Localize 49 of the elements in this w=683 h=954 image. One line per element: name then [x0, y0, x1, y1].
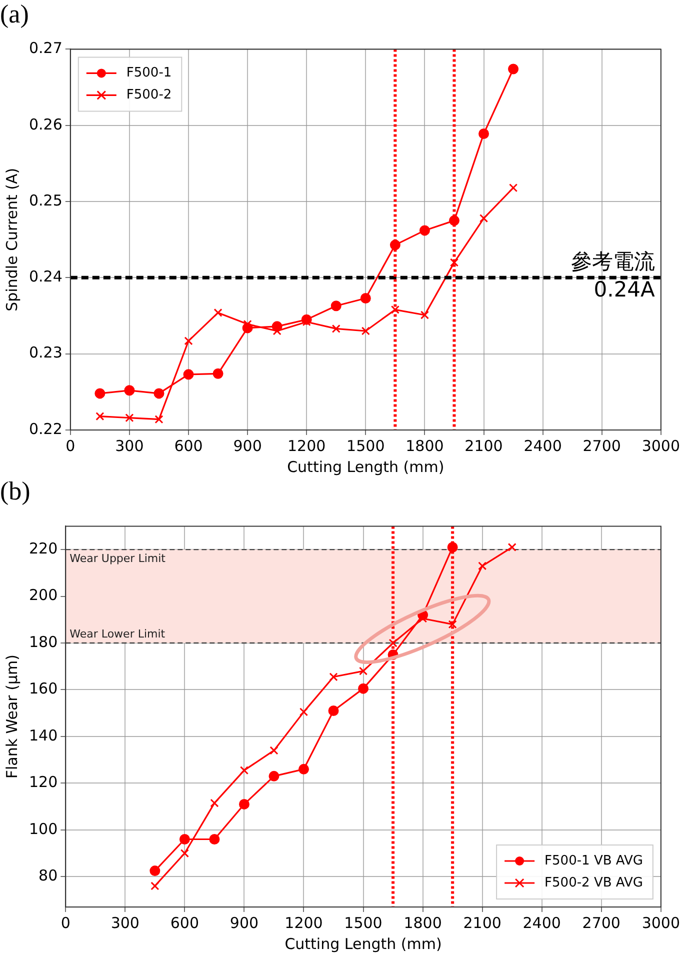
- x-tick-label: 2100: [463, 914, 502, 932]
- legend-label: F500-1 VB AVG: [544, 853, 643, 868]
- y-tick-label: 0.22: [28, 420, 62, 438]
- annotation: Wear Lower Limit: [70, 627, 166, 640]
- y-tick-label: 160: [28, 680, 58, 698]
- x-tick-label: 600: [170, 914, 200, 932]
- y-axis-title: Flank Wear (μm): [2, 654, 21, 779]
- annotation: Wear Upper Limit: [70, 552, 166, 565]
- legend-label: F500-2 VB AVG: [544, 875, 643, 890]
- x-tick-label: 300: [115, 436, 144, 455]
- legend-label: F500-1: [126, 66, 172, 81]
- y-axis-title: Spindle Current (A): [2, 168, 21, 312]
- x-tick-label: 2400: [524, 436, 562, 455]
- x-tick-label: 3000: [642, 914, 680, 932]
- chart-title: (b): [0, 476, 30, 506]
- y-tick-label: 0.26: [28, 115, 62, 134]
- x-tick-label: 1200: [288, 436, 326, 455]
- y-tick-label: 0.25: [28, 191, 62, 210]
- legend-label: F500-2: [126, 88, 172, 103]
- y-tick-label: 180: [28, 632, 58, 651]
- x-tick-label: 2700: [582, 436, 621, 455]
- y-tick-label: 140: [28, 726, 58, 744]
- x-axis-title: Cutting Length (mm): [287, 458, 444, 476]
- y-tick-label: 220: [28, 539, 58, 558]
- ref-line-label: 參考電流 0.24A: [570, 250, 656, 302]
- y-tick-label: 200: [28, 586, 58, 604]
- x-tick-label: 1500: [346, 436, 385, 455]
- x-tick-label: 1500: [344, 914, 382, 932]
- chart-title: (a): [0, 0, 29, 28]
- x-tick-label: 600: [174, 436, 203, 455]
- x-tick-label: 900: [233, 436, 262, 455]
- y-tick-label: 120: [28, 773, 58, 792]
- x-axis-title: Cutting Length (mm): [284, 934, 442, 953]
- x-tick-label: 0: [66, 436, 76, 455]
- x-tick-label: 3000: [642, 436, 680, 455]
- y-tick-label: 0.23: [28, 344, 62, 362]
- x-tick-label: 0: [60, 914, 70, 932]
- x-tick-label: 1800: [406, 436, 444, 455]
- y-tick-label: 0.24: [28, 268, 62, 286]
- x-tick-label: 900: [230, 914, 259, 932]
- x-tick-label: 2400: [522, 914, 561, 932]
- x-tick-label: 1800: [404, 914, 442, 932]
- x-tick-label: 300: [110, 914, 140, 932]
- x-tick-label: 2100: [464, 436, 503, 455]
- y-tick-label: 80: [38, 866, 58, 885]
- y-tick-label: 100: [28, 820, 58, 838]
- y-tick-label: 0.27: [28, 39, 62, 58]
- x-tick-label: 2700: [582, 914, 620, 932]
- x-tick-label: 1200: [284, 914, 323, 932]
